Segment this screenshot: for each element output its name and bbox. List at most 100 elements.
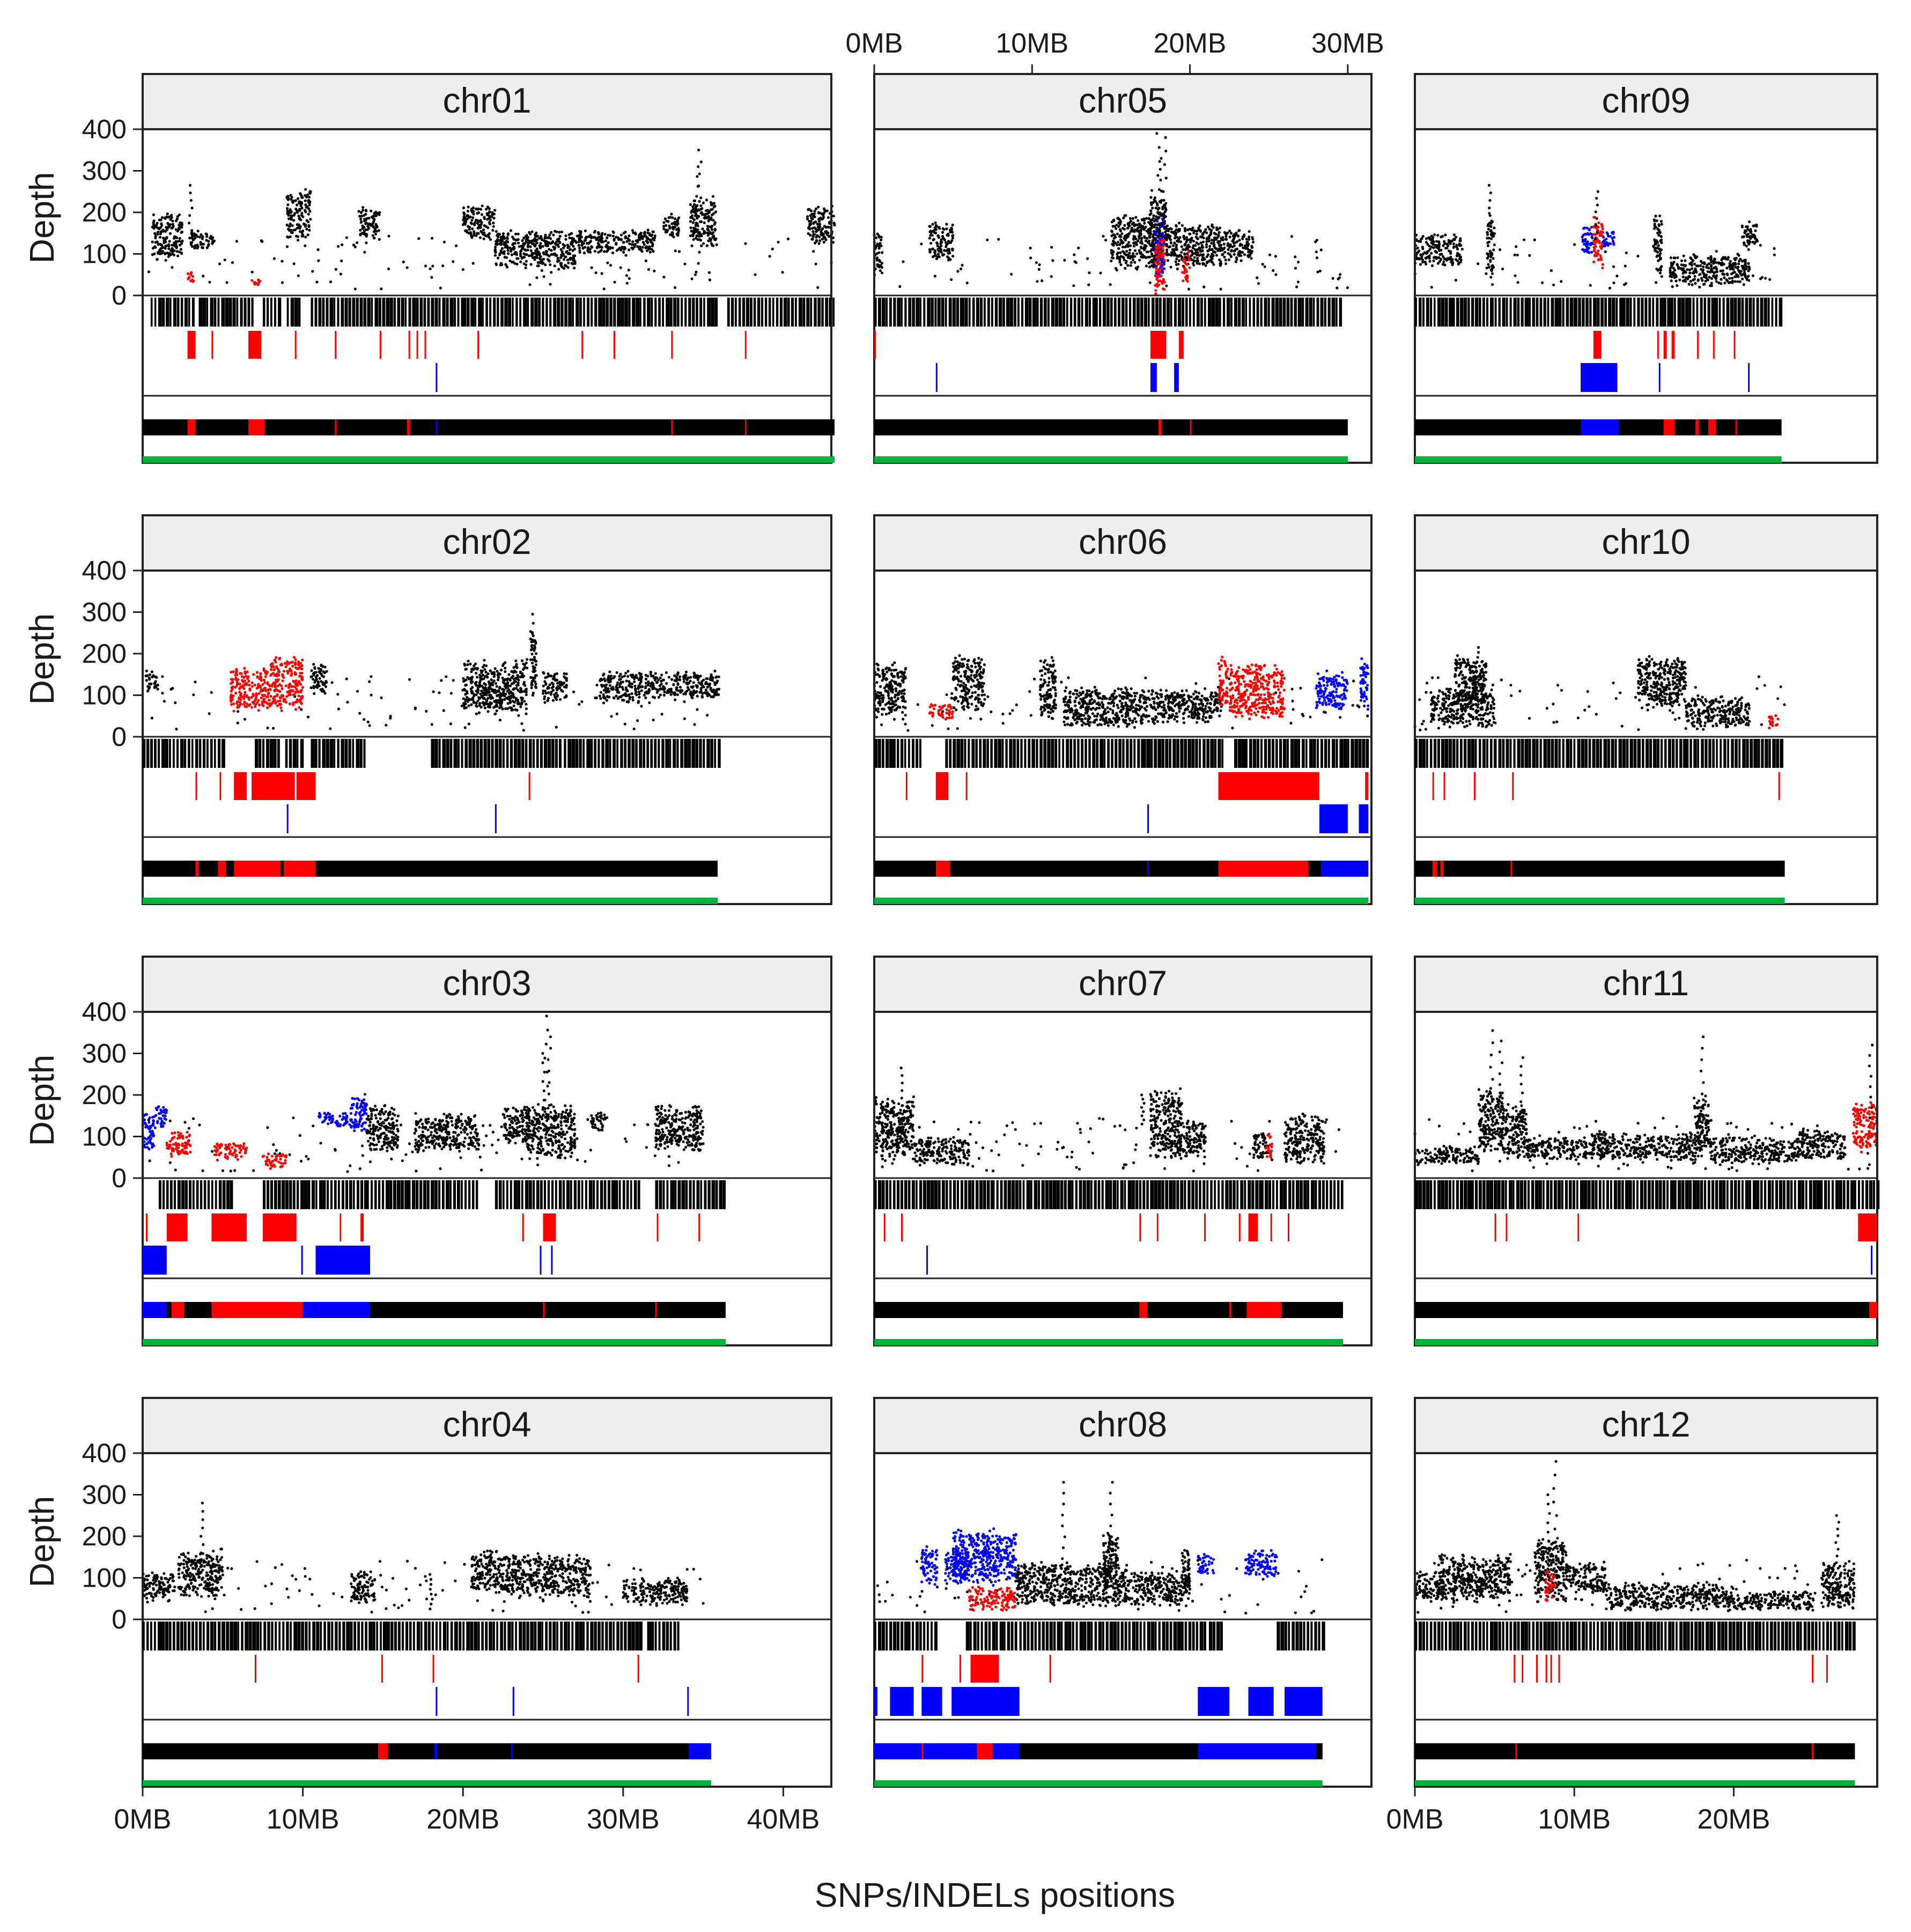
- depth-point: [817, 220, 821, 223]
- snp-track-mark: [255, 739, 259, 768]
- depth-point: [291, 224, 294, 227]
- depth-point: [696, 228, 699, 232]
- depth-point: [539, 1151, 542, 1154]
- snp-track-mark: [727, 298, 730, 327]
- snp-track-mark: [236, 298, 239, 327]
- depth-point: [432, 690, 435, 693]
- snp-track-mark: [528, 739, 532, 768]
- depth-point: [352, 243, 356, 247]
- depth-point: [385, 1137, 389, 1141]
- depth-point: [164, 258, 167, 262]
- depth-point: [191, 238, 195, 241]
- depth-point: [286, 198, 290, 201]
- depth-point: [553, 264, 556, 268]
- depth-point: [239, 702, 242, 706]
- snp-track-mark: [718, 739, 721, 768]
- depth-point: [518, 1130, 521, 1134]
- depth-point: [526, 248, 529, 251]
- depth-point: [650, 234, 653, 237]
- depth-point: [625, 274, 629, 277]
- depth-point: [596, 231, 600, 234]
- depth-point: [634, 690, 638, 694]
- depth-point: [514, 1115, 517, 1118]
- depth-point: [701, 1120, 704, 1123]
- depth-point: [373, 230, 376, 233]
- depth-point: [534, 674, 537, 677]
- depth-point: [285, 207, 289, 210]
- depth-point: [535, 663, 538, 667]
- depth-point: [512, 695, 516, 699]
- depth-point: [832, 214, 835, 218]
- snp-track-mark: [485, 298, 488, 327]
- depth-point: [532, 667, 535, 670]
- snp-track-mark: [363, 298, 367, 327]
- depth-point: [823, 236, 827, 239]
- depth-point: [693, 203, 696, 206]
- snp-track-mark: [791, 298, 794, 327]
- depth-point: [156, 1108, 159, 1112]
- depth-point: [545, 1153, 548, 1156]
- depth-point: [481, 204, 484, 208]
- depth-point: [626, 675, 630, 678]
- snp-track-mark: [453, 298, 456, 327]
- depth-point: [683, 700, 686, 704]
- snp-track-mark: [624, 298, 628, 327]
- depth-point: [150, 670, 153, 673]
- depth-point: [422, 1149, 425, 1152]
- depth-point: [265, 1163, 268, 1166]
- snp-track-mark: [191, 298, 195, 327]
- depth-point: [520, 659, 524, 662]
- snp-track-mark: [731, 298, 734, 327]
- snp-track-mark: [699, 298, 703, 327]
- depth-point: [503, 1134, 506, 1137]
- depth-point: [463, 1145, 466, 1148]
- snp-track-mark: [356, 739, 360, 768]
- depth-point: [675, 232, 678, 236]
- depth-point: [662, 693, 666, 697]
- depth-point: [692, 692, 696, 695]
- depth-point: [549, 1134, 552, 1137]
- depth-point: [515, 263, 519, 266]
- depth-point: [570, 1137, 573, 1141]
- depth-point: [431, 1121, 434, 1124]
- depth-point: [175, 246, 178, 249]
- depth-point: [488, 211, 491, 214]
- depth-point: [500, 669, 503, 672]
- snp-track-mark: [463, 298, 467, 327]
- depth-point: [483, 697, 486, 700]
- depth-point: [550, 682, 554, 685]
- depth-point: [479, 226, 482, 229]
- depth-point: [337, 245, 340, 248]
- depth-point: [636, 239, 639, 242]
- depth-point: [525, 238, 528, 241]
- depth-point: [530, 682, 533, 685]
- depth-point: [185, 1146, 188, 1150]
- depth-point: [327, 1112, 330, 1115]
- depth-point: [544, 682, 548, 685]
- depth-point: [530, 240, 533, 243]
- depth-point: [611, 246, 614, 249]
- depth-point: [467, 704, 470, 707]
- snp-track-mark: [613, 298, 616, 327]
- depth-point: [552, 233, 555, 236]
- snp-track-mark: [367, 298, 371, 327]
- depth-point: [525, 707, 528, 710]
- depth-point: [153, 252, 156, 256]
- depth-point: [511, 243, 514, 246]
- depth-point: [599, 677, 603, 680]
- depth-point: [606, 695, 609, 698]
- depth-point: [628, 248, 631, 251]
- depth-point: [252, 673, 255, 676]
- depth-point: [190, 206, 194, 210]
- depth-point: [349, 1107, 353, 1110]
- depth-point: [286, 212, 289, 215]
- depth-point: [246, 677, 249, 680]
- snp-track-mark: [779, 298, 783, 327]
- depth-point: [464, 1127, 468, 1130]
- snp-track-mark: [764, 298, 768, 327]
- depth-point: [351, 1097, 354, 1100]
- depth-point: [289, 211, 292, 214]
- depth-point: [508, 1127, 511, 1130]
- depth-point: [334, 1149, 337, 1152]
- depth-point: [158, 1112, 161, 1115]
